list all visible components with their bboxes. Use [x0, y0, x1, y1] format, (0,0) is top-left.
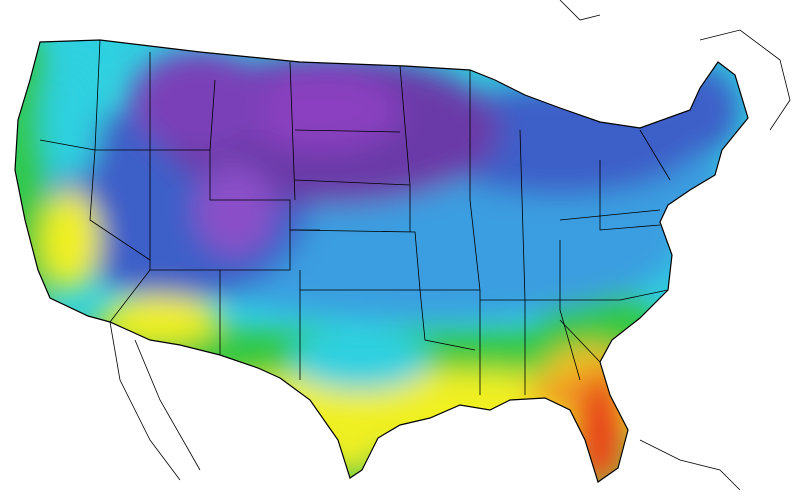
state-borders — [14, 39, 749, 483]
surrounding-coastlines — [109, 0, 791, 491]
